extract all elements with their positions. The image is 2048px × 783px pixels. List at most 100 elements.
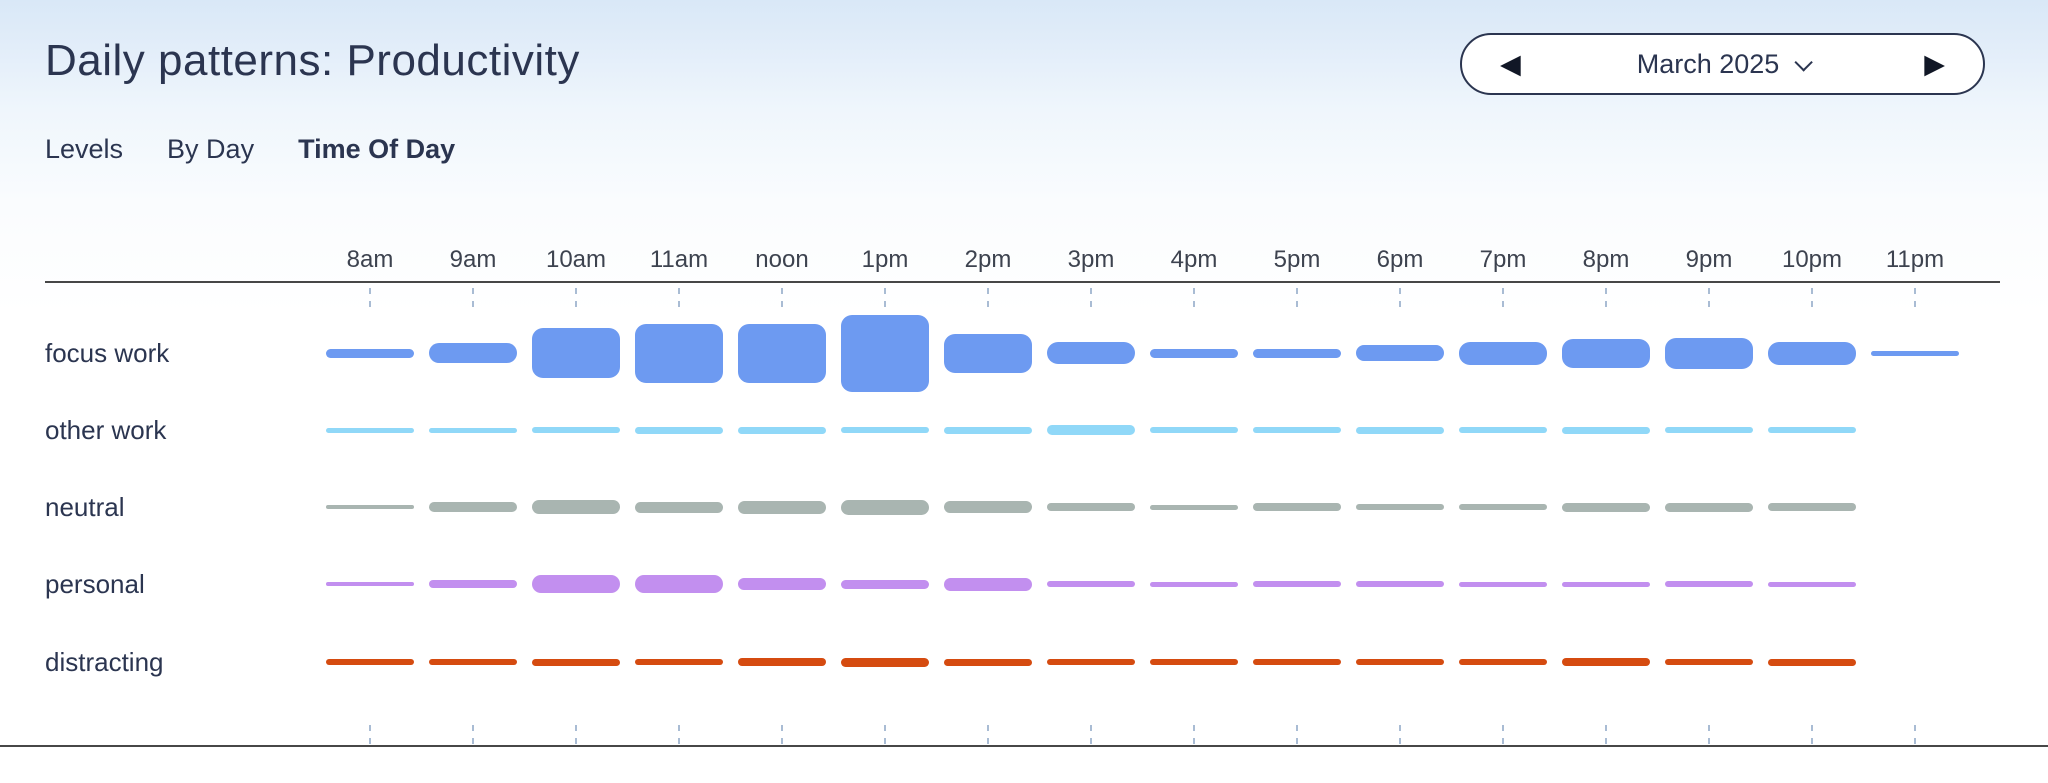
chart-cell bbox=[1047, 581, 1135, 587]
tick-mark bbox=[781, 725, 783, 744]
chart-cell bbox=[1665, 581, 1753, 587]
hour-label: 7pm bbox=[1479, 246, 1527, 273]
tick-mark bbox=[884, 725, 886, 744]
chart-cell bbox=[738, 578, 826, 590]
chart-cell bbox=[1253, 659, 1341, 665]
tick-mark bbox=[472, 288, 474, 307]
chart-cell bbox=[1459, 581, 1547, 587]
chart-cell bbox=[1459, 659, 1547, 665]
chart-cell bbox=[635, 501, 723, 513]
chart-cell bbox=[841, 427, 929, 433]
chart-cell bbox=[635, 323, 723, 383]
hour-label: 10pm bbox=[1781, 246, 1843, 273]
chart-cell bbox=[326, 348, 414, 358]
chart-cell bbox=[1253, 581, 1341, 587]
chart-cell bbox=[326, 659, 414, 665]
chart-cell bbox=[1150, 581, 1238, 587]
hour-label: 6pm bbox=[1376, 246, 1424, 273]
tab-levels[interactable]: Levels bbox=[45, 134, 124, 164]
chart-cell bbox=[1047, 659, 1135, 665]
tab-by-day[interactable]: By Day bbox=[167, 134, 255, 164]
hour-label: 8am bbox=[346, 246, 394, 273]
chart-cell bbox=[944, 426, 1032, 434]
chart-cell bbox=[1356, 581, 1444, 587]
tick-mark bbox=[781, 288, 783, 307]
tick-mark bbox=[1502, 725, 1504, 744]
chart-cell bbox=[1047, 503, 1135, 511]
previous-month-button[interactable]: ◀ bbox=[1496, 47, 1525, 82]
month-navigator[interactable]: ◀ March 2025 ▶ bbox=[1460, 33, 1985, 95]
next-month-button[interactable]: ▶ bbox=[1920, 47, 1949, 82]
tick-mark bbox=[987, 725, 989, 744]
chart-cell bbox=[1768, 581, 1856, 587]
chart-cell bbox=[841, 579, 929, 589]
chart-cell bbox=[429, 427, 517, 433]
chart-cell bbox=[944, 658, 1032, 666]
tab-time-of-day[interactable]: Time Of Day bbox=[298, 134, 456, 164]
hour-label: 4pm bbox=[1170, 246, 1218, 273]
row-label: personal bbox=[45, 569, 145, 599]
chart-cell bbox=[326, 427, 414, 433]
chart-cell bbox=[1047, 425, 1135, 435]
month-dropdown[interactable]: March 2025 bbox=[1637, 49, 1814, 80]
chart-cell bbox=[1562, 502, 1650, 512]
chart-cell bbox=[1562, 426, 1650, 434]
chart-cell bbox=[635, 575, 723, 593]
chart-cell bbox=[1047, 342, 1135, 364]
tick-mark bbox=[472, 725, 474, 744]
tick-mark bbox=[1399, 288, 1401, 307]
tick-mark bbox=[1193, 725, 1195, 744]
chart-cell bbox=[1253, 348, 1341, 358]
hour-label: 8pm bbox=[1582, 246, 1630, 273]
chart-cell bbox=[429, 343, 517, 363]
chart-cell bbox=[1253, 503, 1341, 511]
hour-label: 10am bbox=[545, 246, 607, 273]
tick-mark bbox=[1502, 288, 1504, 307]
tick-mark bbox=[369, 288, 371, 307]
tick-mark bbox=[1193, 288, 1195, 307]
chart-cell bbox=[1768, 503, 1856, 511]
chart-cell bbox=[1562, 658, 1650, 666]
tick-mark bbox=[1811, 288, 1813, 307]
chart-cell bbox=[1768, 341, 1856, 365]
tick-mark bbox=[678, 725, 680, 744]
chart-cell bbox=[944, 501, 1032, 513]
tick-mark bbox=[369, 725, 371, 744]
chart-cell bbox=[635, 426, 723, 434]
chart-cell bbox=[1459, 341, 1547, 365]
chart-cell bbox=[738, 426, 826, 434]
hour-label: 5pm bbox=[1273, 246, 1321, 273]
chart-cell bbox=[944, 577, 1032, 591]
chart-cell bbox=[1562, 338, 1650, 368]
chart-cell bbox=[944, 333, 1032, 373]
chart-cell bbox=[738, 500, 826, 514]
tick-mark bbox=[987, 288, 989, 307]
tick-mark bbox=[1296, 725, 1298, 744]
chart-cell bbox=[429, 659, 517, 665]
tick-mark bbox=[575, 288, 577, 307]
bottom-axis-line bbox=[0, 745, 2048, 747]
chart-cell bbox=[738, 323, 826, 383]
tick-mark bbox=[575, 725, 577, 744]
chart-cell bbox=[1356, 426, 1444, 434]
chart-cell bbox=[1562, 581, 1650, 587]
tick-mark bbox=[884, 288, 886, 307]
chart-cell bbox=[738, 658, 826, 666]
page-title: Daily patterns: Productivity bbox=[45, 36, 580, 85]
chart-cell bbox=[1356, 659, 1444, 665]
row-label: focus work bbox=[45, 338, 170, 368]
view-tabs: Levels By Day Time Of Day bbox=[45, 134, 455, 165]
chart-cell bbox=[1665, 502, 1753, 512]
chart-cell bbox=[1150, 427, 1238, 433]
tick-mark bbox=[1090, 725, 1092, 744]
tick-mark bbox=[1296, 288, 1298, 307]
chart-cell bbox=[1768, 427, 1856, 433]
chart-cell bbox=[1253, 427, 1341, 433]
top-axis-line bbox=[45, 281, 2000, 283]
chart-cell bbox=[532, 328, 620, 378]
row-label: distracting bbox=[45, 647, 164, 677]
hour-label: noon bbox=[755, 246, 809, 273]
chart-cell bbox=[841, 314, 929, 392]
hour-label: 2pm bbox=[964, 246, 1012, 273]
